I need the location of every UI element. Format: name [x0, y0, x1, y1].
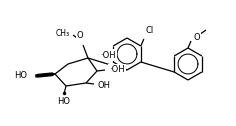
- Text: HO: HO: [58, 97, 71, 106]
- Text: O: O: [77, 31, 83, 40]
- Text: Cl: Cl: [146, 26, 154, 35]
- Text: ·OH: ·OH: [100, 51, 116, 59]
- Text: OH: OH: [98, 81, 111, 89]
- Text: HO: HO: [14, 71, 27, 80]
- Text: O: O: [193, 34, 200, 42]
- Text: ·OH: ·OH: [109, 66, 125, 74]
- Text: CH₃: CH₃: [56, 29, 70, 39]
